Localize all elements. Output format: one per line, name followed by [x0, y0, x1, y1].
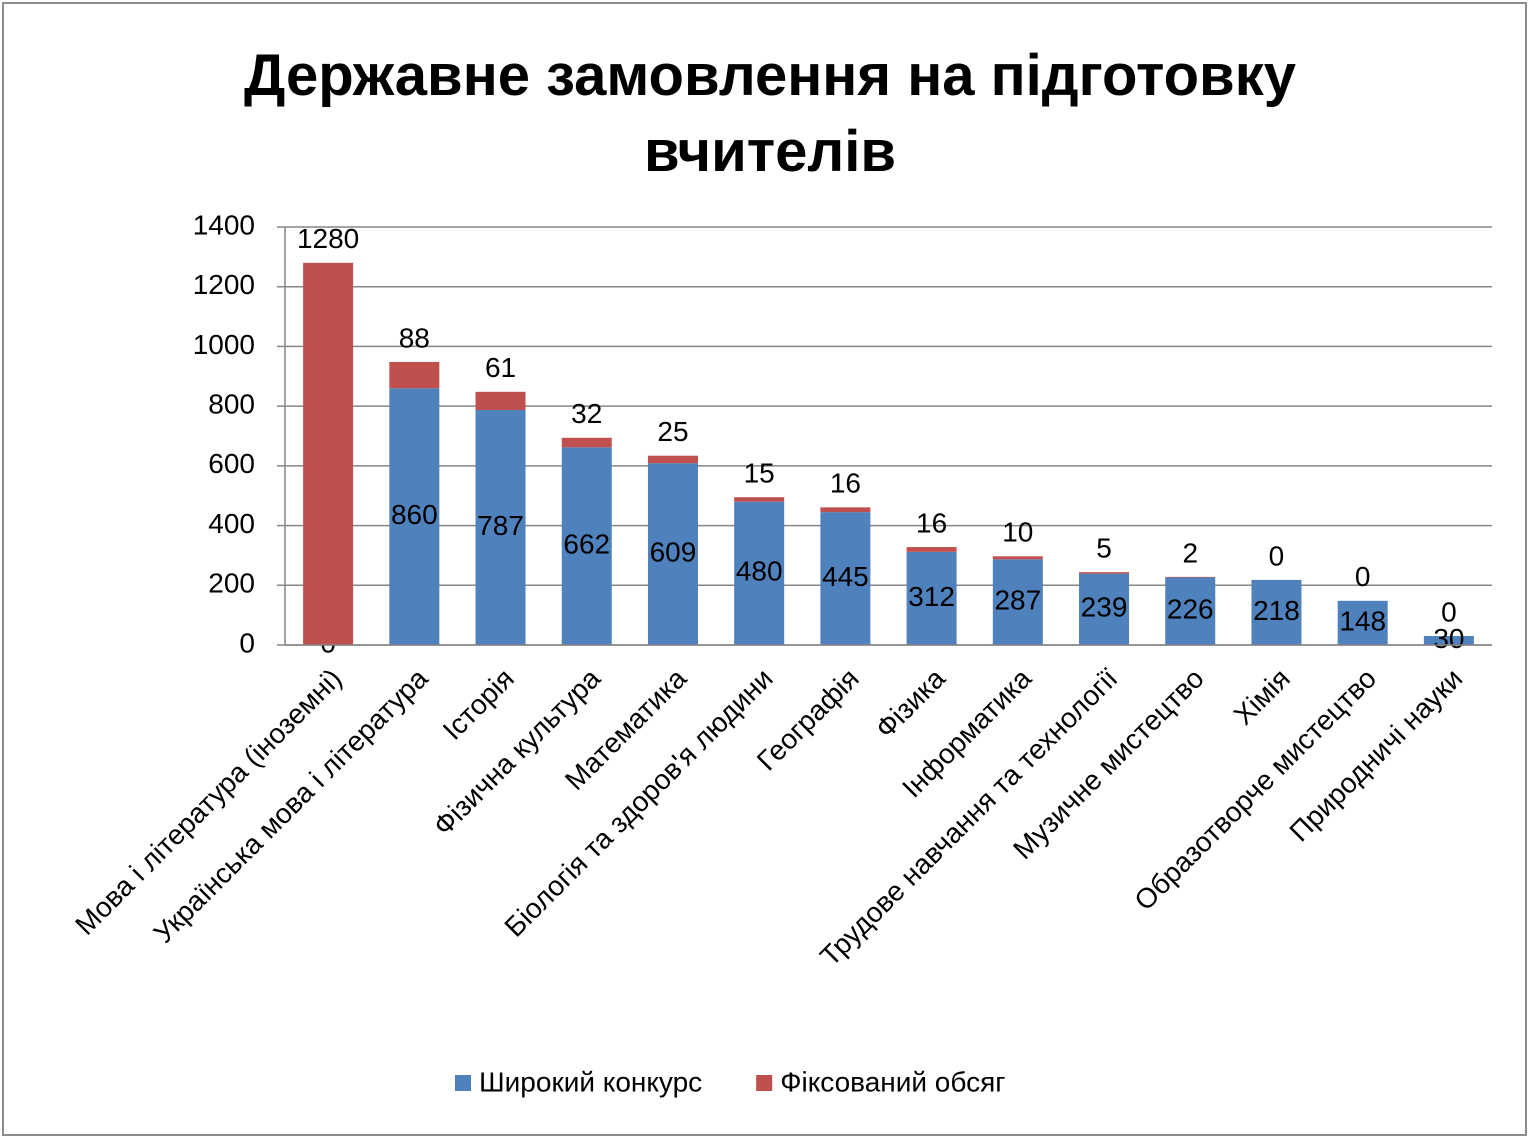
bar-segment [1337, 600, 1388, 645]
bar-segment [1165, 576, 1216, 578]
data-label: 148 [1339, 605, 1386, 636]
data-label: 787 [477, 510, 524, 541]
bar-segment [1251, 579, 1302, 645]
chart-title: Державне замовлення на підготовку вчител… [244, 43, 1296, 184]
data-label: 30 [1433, 623, 1464, 654]
data-label: 2 [1182, 537, 1198, 568]
bar-segment [647, 463, 698, 645]
data-label: 860 [391, 499, 438, 530]
bar-segment [561, 447, 612, 645]
data-label: 88 [399, 322, 430, 353]
data-label: 609 [650, 536, 697, 567]
y-tick-label: 1200 [193, 269, 255, 300]
data-label: 25 [657, 416, 688, 447]
data-label: 239 [1081, 592, 1128, 623]
data-label: 16 [830, 468, 861, 499]
y-tick-label: 800 [208, 389, 255, 420]
data-label: 480 [736, 556, 783, 587]
x-tick-label: Фізична культура [427, 662, 606, 841]
data-label: 312 [908, 581, 955, 612]
data-label: 1280 [297, 223, 359, 254]
y-tick-label: 1400 [193, 209, 255, 240]
bar-segment [992, 556, 1043, 560]
data-label: 5 [1096, 533, 1112, 564]
data-label: 0 [1441, 596, 1457, 627]
data-label: 226 [1167, 594, 1214, 625]
data-label: 15 [744, 458, 775, 489]
bar-segment [820, 507, 871, 513]
y-tick-label: 0 [239, 627, 255, 658]
data-label: 61 [485, 352, 516, 383]
data-label: 10 [1002, 517, 1033, 548]
bar-segment [906, 547, 957, 552]
bar-segment [992, 559, 1043, 645]
bar-segment [647, 455, 698, 464]
data-label: 445 [822, 561, 869, 592]
data-label: 16 [916, 507, 947, 538]
data-label: 287 [994, 585, 1041, 616]
bar-segment [1079, 573, 1130, 645]
data-label: 218 [1253, 595, 1300, 626]
bar-segment [475, 410, 526, 645]
y-tick-label: 1000 [193, 329, 255, 360]
bar-segment [906, 551, 957, 645]
x-tick-label: Хімія [1228, 663, 1296, 731]
bar-segment [561, 437, 612, 448]
data-label: 662 [563, 529, 610, 560]
data-label: 0 [1269, 540, 1285, 571]
bar-segment [734, 497, 785, 502]
bar-segment [389, 388, 440, 645]
bar-segment [389, 361, 440, 389]
bar-segment [1423, 636, 1474, 645]
x-tick-label: Фізика [869, 662, 951, 744]
bar-segment [1079, 572, 1130, 574]
y-tick-label: 600 [208, 448, 255, 479]
legend-swatch [756, 1075, 773, 1091]
bar-segment [303, 262, 354, 645]
data-label: 32 [571, 398, 602, 429]
legend-label: Фіксований обсяг [780, 1066, 1005, 1097]
bar-segment [734, 501, 785, 645]
bar-segment [1165, 577, 1216, 645]
y-tick-label: 200 [208, 568, 255, 599]
legend-label: Широкий конкурс [479, 1066, 702, 1097]
data-label: 0 [1355, 561, 1371, 592]
legend-swatch [455, 1075, 471, 1091]
bar-segment [820, 512, 871, 645]
y-tick-label: 400 [208, 508, 255, 539]
bar-segment [475, 391, 526, 411]
x-tick-label: Історія [437, 663, 520, 746]
